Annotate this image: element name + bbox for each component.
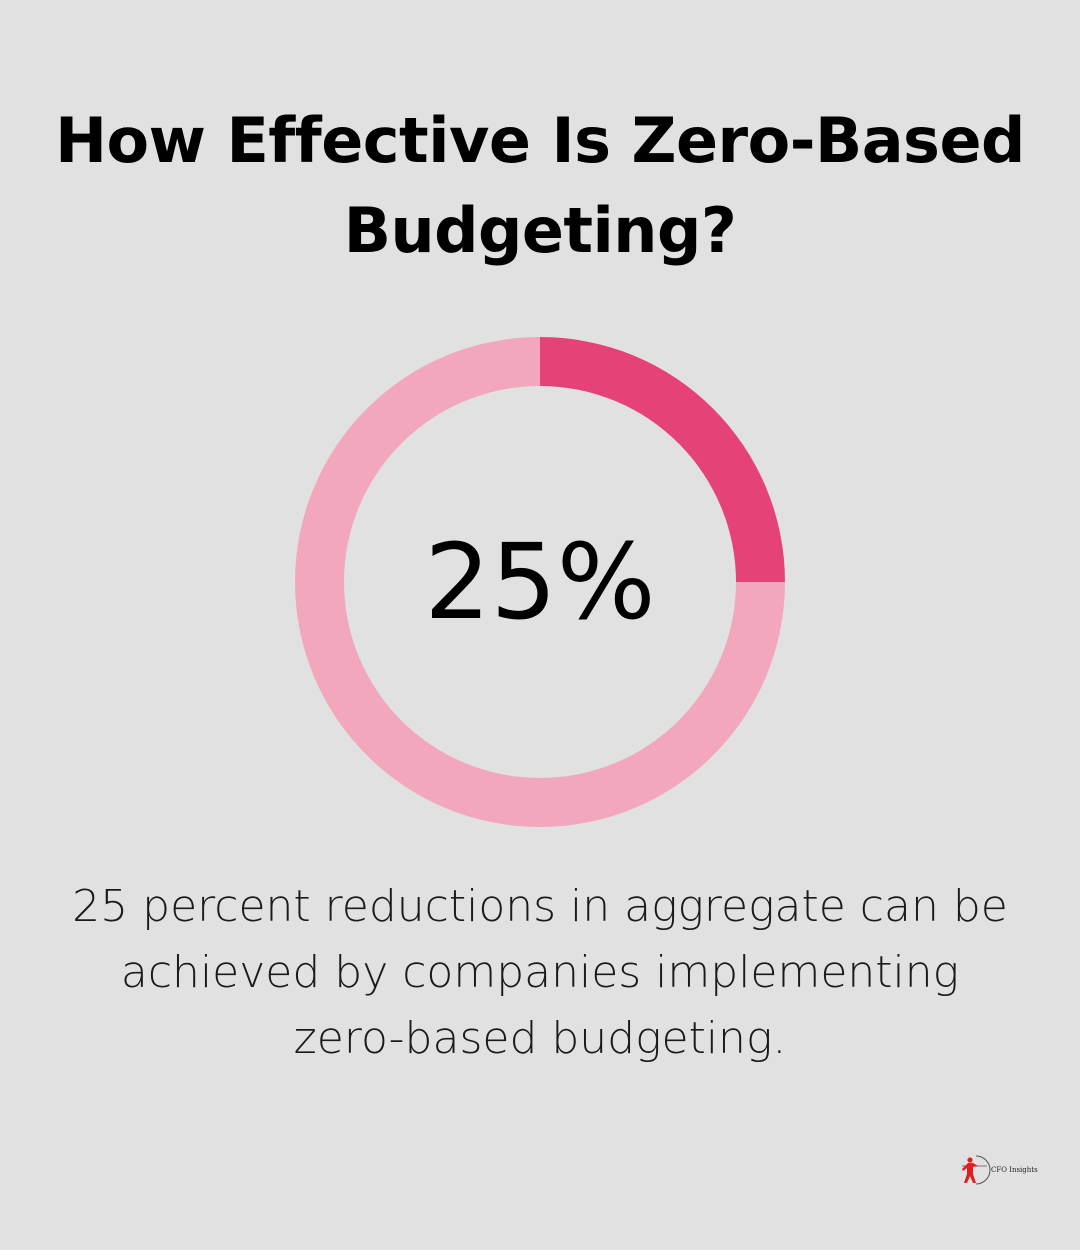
donut-chart: 25% — [290, 332, 790, 832]
page-title: How Effective Is Zero-Based Budgeting? — [55, 104, 1025, 267]
donut-chart-svg: 25% — [295, 337, 785, 827]
center-value-label: 25% — [424, 521, 655, 643]
caption-text: 25 percent reductions in aggregate can b… — [72, 881, 1008, 1064]
archer-logo-icon — [962, 1155, 991, 1185]
brand-name: CFO Insights — [991, 1166, 1038, 1174]
donut-slice-highlight — [540, 337, 785, 582]
brand-logo: CFO Insights — [956, 1152, 1038, 1188]
